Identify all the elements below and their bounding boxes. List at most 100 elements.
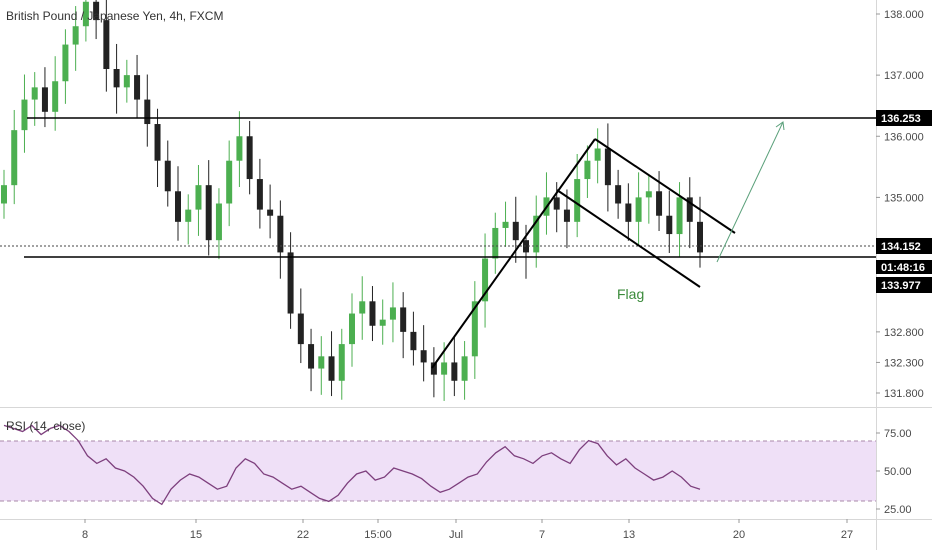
candle-body [635,197,642,222]
projection-arrow-head [775,121,785,131]
support-price-label: 133.977 [881,280,921,292]
candle-body [287,252,294,314]
candle-body [410,331,417,351]
candle-body [512,221,519,241]
candle-body [41,87,48,112]
projection-arrow-line[interactable] [716,121,784,263]
candle-body [686,197,693,222]
rsi-title: RSI (14, close) [6,419,85,433]
rsi-axis: 75.00 50.00 25.00 [876,428,912,516]
candle-body [502,221,509,228]
price-tick-label: 136.000 [884,131,924,143]
candle-body [215,203,222,241]
countdown-label: 01:48:16 [881,262,925,274]
candle-body [553,197,560,210]
rsi-tick-label: 25.00 [884,504,912,516]
current-price-label: 134.152 [881,241,921,253]
price-axis[interactable]: 138.000 137.000 136.000 135.000 132.800 132.3… [876,9,924,400]
support-price-tag [876,277,932,293]
price-tick-label: 135.000 [884,192,924,204]
flagpole-line[interactable] [431,138,596,369]
candle-body [615,185,622,204]
time-axis[interactable]: 8 15 22 15:00 Jul 7 13 20 27 [82,519,853,541]
price-tick-label: 132.800 [884,327,924,339]
candle-body [389,307,396,320]
candle-body [379,319,386,326]
candle-body [1,185,7,204]
candle-body [584,160,591,180]
candle-body [175,191,181,222]
candle-body [349,313,355,345]
candle-body [134,75,141,100]
resistance-price-label: 136.253 [881,113,921,125]
candle-body [195,185,202,210]
candle-body [369,301,376,326]
candle-body [482,258,489,302]
candle-body [338,344,345,381]
flag-annotation: Flag [617,286,644,302]
candle-body [430,362,437,375]
candle-body [72,26,79,45]
candles [1,0,703,401]
candle-body [645,191,652,198]
candle-body [308,344,315,369]
candle-body [604,148,611,186]
time-tick-label: 8 [82,529,88,541]
rsi-band [0,441,876,501]
candle-body [93,1,100,21]
candle-body [103,20,110,70]
candle-body [656,191,663,216]
candle-body [11,130,18,186]
candle-body [185,209,192,222]
candle-body [31,87,38,100]
candle-body [164,160,171,192]
candle-body [297,313,304,345]
candle-body [697,221,703,253]
time-tick-label: 22 [297,529,309,541]
candle-body [594,148,601,161]
candle-body [328,356,335,381]
candle-body [574,179,581,222]
candle-body [666,215,673,235]
candle-body [563,209,570,222]
candle-body [523,240,529,253]
candle-body [82,1,89,27]
candle-body [236,136,243,161]
candle-body [400,307,407,332]
candle-body [123,75,130,88]
candle-body [62,44,69,82]
rsi-tick-label: 75.00 [884,428,912,440]
candle-body [21,99,28,131]
rsi-line [3,424,701,506]
candle-body [256,179,263,210]
price-tick-label: 131.800 [884,388,924,400]
time-tick-label: 13 [623,529,635,541]
time-tick-label: 15:00 [364,529,392,541]
flag-lower-line[interactable] [556,189,701,288]
candle-body [471,301,478,357]
price-tick-label: 137.000 [884,70,924,82]
candle-body [226,160,233,204]
price-tick-label: 138.000 [884,9,924,21]
candle-body [461,356,468,381]
candle-body [154,124,161,161]
time-tick-label: 20 [733,529,745,541]
time-tick-label: 15 [190,529,202,541]
resistance-price-tag [876,110,932,126]
chart-title: British Pound / Japanese Yen, 4h, FXCM [6,9,223,23]
candle-body [533,215,540,253]
candle-body [441,362,448,375]
candle-body [676,197,683,235]
countdown-tag [876,260,932,274]
time-tick-label: Jul [449,529,463,541]
candle-body [492,227,499,259]
candle-body [267,209,274,216]
price-tick-label: 132.300 [884,357,924,369]
current-price-tag [876,238,932,254]
time-tick-label: 27 [841,529,853,541]
candle-body [144,99,151,125]
rsi-series-line [3,424,701,506]
flag-upper-line[interactable] [594,138,736,234]
candle-body [625,203,632,222]
